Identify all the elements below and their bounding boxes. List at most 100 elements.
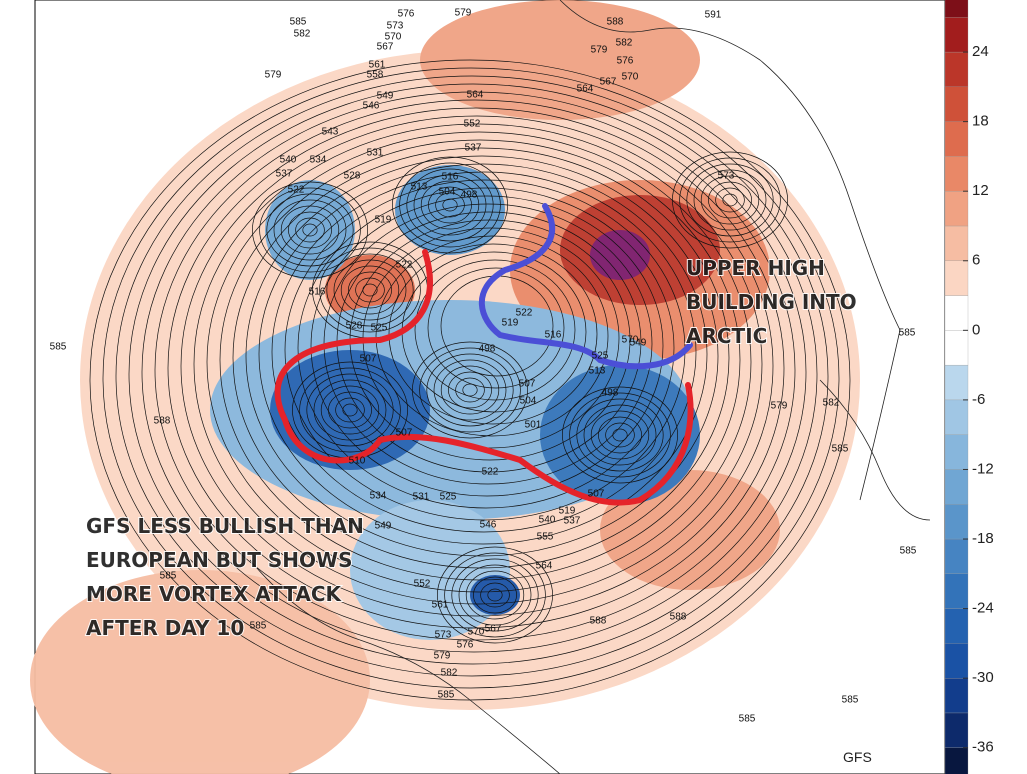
contour-label: 588 <box>154 416 171 427</box>
colorbar-tick-label: 24 <box>972 43 989 60</box>
contour-label: 576 <box>457 640 474 651</box>
contour-label: 585 <box>160 571 177 582</box>
contour <box>480 582 510 608</box>
contour <box>326 253 414 327</box>
contour-label: 570 <box>622 72 639 83</box>
contour <box>413 174 487 236</box>
contour <box>473 576 517 614</box>
contour-label: 531 <box>367 148 384 159</box>
contour-label: 525 <box>592 351 609 362</box>
contour <box>435 192 465 218</box>
contour-label: 579 <box>771 401 788 412</box>
contour <box>598 416 642 454</box>
contour <box>427 267 565 389</box>
blue-outline <box>478 203 693 370</box>
contour <box>612 428 628 442</box>
contour <box>266 193 354 267</box>
contour-label: 561 <box>432 600 449 611</box>
red-outline <box>274 249 694 506</box>
colorbar-tick-label: -36 <box>972 739 994 756</box>
contour <box>583 404 657 466</box>
coastline <box>559 0 901 501</box>
contour-label: 564 <box>467 90 484 101</box>
cold-shade <box>470 575 520 615</box>
contour-label: 519 <box>502 318 519 329</box>
contour <box>426 353 514 427</box>
contour-label: 510 <box>349 456 366 467</box>
contour <box>306 373 394 447</box>
contour-label: 573 <box>435 630 452 641</box>
contour-label: 567 <box>600 77 617 88</box>
contour-label: 513 <box>411 182 428 193</box>
colorbar-bin <box>944 399 969 435</box>
contour <box>299 367 401 453</box>
contour-label: 528 <box>344 171 361 182</box>
contour <box>313 379 387 441</box>
contour <box>288 211 332 249</box>
contour <box>375 235 609 437</box>
contour-label: 585 <box>438 690 455 701</box>
contour-label: 588 <box>590 616 607 627</box>
contour <box>605 422 635 448</box>
contour <box>715 187 745 213</box>
contour <box>576 398 664 472</box>
contour-label: 516 <box>545 330 562 341</box>
contour <box>355 277 385 303</box>
contour <box>362 283 378 297</box>
colorbar-bin <box>944 17 969 53</box>
contour <box>444 552 546 638</box>
contour <box>167 107 785 629</box>
contour-label: 564 <box>577 84 594 95</box>
colorbar-bin <box>944 608 969 644</box>
contour-label: 501 <box>525 420 542 431</box>
colorbar-bin <box>944 191 969 227</box>
contour <box>180 115 774 617</box>
contour-label: 549 <box>375 521 392 532</box>
warm-shade <box>30 570 370 774</box>
contour-label: 585 <box>899 328 916 339</box>
contour-label: 537 <box>564 516 581 527</box>
contour-label: 504 <box>439 187 456 198</box>
contour-label: 498 <box>461 190 478 201</box>
contour <box>590 410 650 460</box>
contour-label: 567 <box>485 624 502 635</box>
contour-label: 558 <box>367 70 384 81</box>
contour <box>455 377 485 403</box>
contour-label: 585 <box>739 714 756 725</box>
colorbar-tick-label: -12 <box>972 460 994 477</box>
contour <box>406 168 494 242</box>
colorbar-tick-label: 6 <box>972 252 980 269</box>
contour-label: 516 <box>309 287 326 298</box>
contour <box>273 199 347 261</box>
colorbar-bin <box>944 121 969 157</box>
coastlines <box>249 0 931 774</box>
contour-label: 582 <box>823 398 840 409</box>
contour-label: 537 <box>276 169 293 180</box>
contour-label: 582 <box>441 668 458 679</box>
contour-label: 519 <box>375 215 392 226</box>
contour <box>335 397 365 423</box>
contour-label: 537 <box>465 143 482 154</box>
contour-label: 540 <box>539 515 556 526</box>
contour-label: 522 <box>396 260 413 271</box>
contour-label: 498 <box>479 344 496 355</box>
contour <box>320 385 380 435</box>
annotation-line: UPPER HIGH <box>686 256 825 280</box>
cold-shade <box>540 365 700 505</box>
contour <box>252 181 368 279</box>
contour-label: 573 <box>387 21 404 32</box>
contour-label: 528 <box>346 321 363 332</box>
contour-label: 585 <box>290 17 307 28</box>
contour-label: 585 <box>842 695 859 706</box>
colorbar-bin <box>944 504 969 540</box>
contour-labels: 5855825765735705675795885915795825765705… <box>50 8 917 725</box>
contour <box>433 359 507 421</box>
contour <box>206 131 752 593</box>
contour <box>328 391 372 429</box>
colorbar-tick-label: -18 <box>972 530 994 547</box>
colorbar-tick-label: -24 <box>972 600 994 617</box>
contour <box>693 169 767 231</box>
contour-label: 579 <box>434 651 451 662</box>
height-contours <box>89 59 851 701</box>
colorbar-tick-label: 12 <box>972 182 989 199</box>
